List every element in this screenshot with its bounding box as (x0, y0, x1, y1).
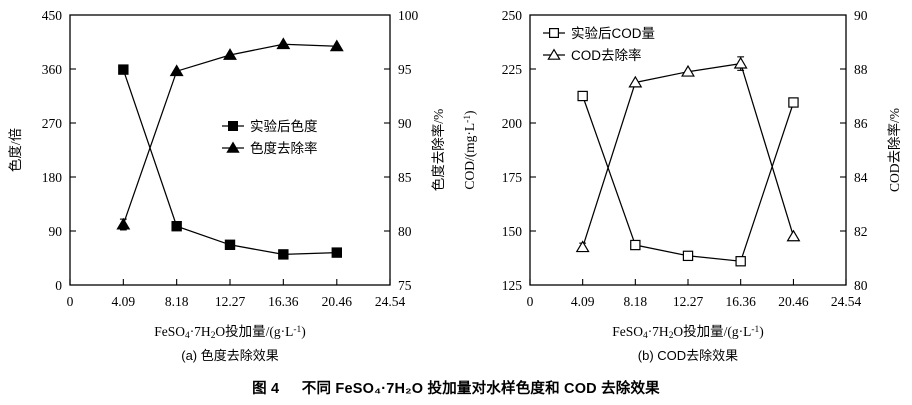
data-marker (575, 240, 590, 253)
data-marker (224, 239, 236, 250)
y-tick-label-right: 90 (854, 8, 868, 23)
x-tick-label: 4.09 (571, 294, 595, 309)
data-marker (548, 28, 559, 39)
x-tick-label: 0 (67, 294, 74, 309)
legend-label: 实验后色度 (250, 118, 318, 134)
y-tick-label-left: 200 (502, 116, 523, 131)
data-marker (329, 39, 344, 52)
x-tick-label: 12.27 (673, 294, 704, 309)
x-axis-title: FeSO4·7H2O投加量/(g·L-1) (612, 324, 764, 341)
data-marker (226, 141, 240, 153)
figure-caption: 图 4 不同 FeSO₄·7H₂O 投加量对水样色度和 COD 去除效果 (0, 377, 912, 398)
series-line-2 (582, 62, 795, 248)
data-marker (276, 37, 291, 50)
legend-label: 实验后COD量 (571, 26, 655, 41)
plot-area-a: 0 4.09 8.18 12.27 16.36 20.46 24.54 0 90 180 270 36… (42, 8, 419, 309)
data-marker (331, 247, 342, 258)
data-marker (116, 217, 131, 230)
x-tick-label: 16.36 (725, 294, 756, 309)
chart-panel-a: 0 4.09 8.18 12.27 16.36 20.46 24.54 0 90 180 270 36… (0, 0, 456, 375)
data-marker (547, 48, 561, 60)
y-tick-label-right: 82 (854, 224, 868, 239)
y-tick-label-left: 225 (502, 62, 523, 77)
x-tick-label: 4.09 (112, 294, 136, 309)
y-axis-title-right: COD去除率/% (886, 108, 902, 192)
series-line-2 (122, 43, 337, 225)
y-tick-label-left: 180 (42, 170, 63, 185)
y-tick-label-left: 270 (42, 116, 63, 131)
x-tick-label: 12.27 (215, 294, 246, 309)
data-marker (733, 56, 748, 69)
y-tick-label-left: 150 (502, 224, 523, 239)
data-marker (171, 221, 182, 232)
data-marker (630, 239, 641, 251)
chart-svg-b: 0 4.09 8.18 12.27 16.36 20.46 24.54 125 150 175 20… (462, 8, 902, 363)
data-marker (118, 64, 129, 75)
y-tick-label-left: 90 (49, 224, 63, 239)
x-tick-label: 8.18 (165, 294, 189, 309)
y-tick-label-right: 88 (854, 62, 868, 77)
data-marker (735, 256, 746, 267)
panel-subcaption: (a) 色度去除效果 (181, 348, 279, 363)
data-marker (788, 97, 799, 108)
y-axis-title-left: COD/(mg·L-1) (462, 110, 477, 189)
legend-b: 实验后COD量 COD去除率 (543, 26, 655, 63)
x-tick-label: 24.54 (375, 294, 406, 309)
data-marker (682, 250, 694, 262)
y-tick-label-right: 75 (398, 278, 412, 293)
x-tick-label: 8.18 (624, 294, 648, 309)
x-tick-label: 0 (527, 294, 534, 309)
y-tick-label-left: 360 (42, 62, 63, 77)
y-tick-label-right: 84 (854, 170, 868, 185)
plot-area-b: 0 4.09 8.18 12.27 16.36 20.46 24.54 125 150 175 20… (502, 8, 868, 309)
y-tick-label-right: 100 (398, 8, 419, 23)
panel-subcaption: (b) COD去除效果 (638, 348, 738, 363)
legend-label: 色度去除率 (250, 140, 318, 156)
y-tick-label-right: 95 (398, 62, 412, 77)
data-marker (786, 229, 801, 242)
data-marker (169, 64, 184, 77)
y-axis-title-left: 色度/倍 (7, 128, 23, 172)
y-tick-label-right: 80 (398, 224, 412, 239)
x-tick-label: 20.46 (778, 294, 809, 309)
data-marker (681, 64, 695, 77)
y-tick-label-left: 0 (55, 278, 62, 293)
y-tick-label-right: 90 (398, 116, 412, 131)
y-tick-label-left: 175 (502, 170, 523, 185)
y-tick-label-left: 250 (502, 8, 523, 23)
data-marker (577, 90, 588, 102)
x-axis-title: FeSO4·7H2O投加量/(g·L-1) (154, 324, 306, 341)
series-line-1 (122, 69, 337, 256)
y-axis-title-right: 色度去除率/% (430, 109, 446, 192)
chart-panel-b: 0 4.09 8.18 12.27 16.36 20.46 24.54 125 150 175 20… (456, 0, 912, 375)
legend-label: COD去除率 (571, 47, 642, 63)
data-marker (223, 48, 237, 60)
x-tick-label: 16.36 (268, 294, 299, 309)
x-tick-label: 20.46 (322, 294, 353, 309)
y-tick-label-left: 125 (502, 278, 523, 293)
figure-caption-prefix: 图 4 (252, 381, 280, 397)
chart-svg-a: 0 4.09 8.18 12.27 16.36 20.46 24.54 0 90 180 270 36… (7, 8, 446, 363)
data-marker (278, 249, 289, 260)
y-tick-label-right: 80 (854, 278, 868, 293)
data-marker (228, 120, 239, 131)
y-tick-label-right: 86 (854, 116, 868, 131)
panels-row: 0 4.09 8.18 12.27 16.36 20.46 24.54 0 90 180 270 36… (0, 0, 912, 375)
data-marker (628, 75, 643, 88)
figure-caption-text: 不同 FeSO₄·7H₂O 投加量对水样色度和 COD 去除效果 (301, 381, 660, 397)
series-line-1 (582, 95, 795, 262)
x-tick-label: 24.54 (831, 294, 862, 309)
y-tick-label-right: 85 (398, 170, 412, 185)
y-tick-label-left: 450 (42, 8, 63, 23)
